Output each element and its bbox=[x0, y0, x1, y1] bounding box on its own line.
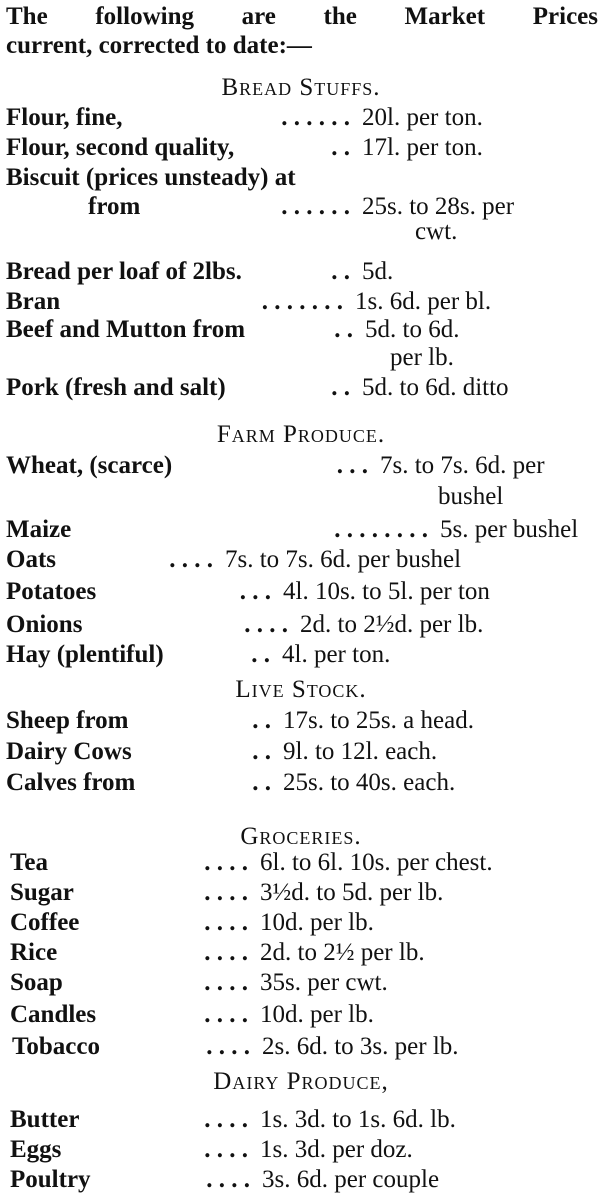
section-heading: Bread Stuffs. bbox=[221, 74, 381, 101]
item-price: 25s. to 28s. per bbox=[362, 193, 515, 220]
item-price: 4l. 10s. to 5l. per ton bbox=[283, 578, 490, 605]
item-label: Flour, second quality, bbox=[6, 134, 235, 161]
item-label: Tea bbox=[10, 849, 48, 876]
item-label: Wheat, (scarce) bbox=[6, 452, 173, 479]
item-price: 10d. per lb. bbox=[260, 909, 374, 936]
dot-leader: . . . . bbox=[169, 546, 213, 573]
item-price: 2d. to 2½ per lb. bbox=[260, 939, 425, 966]
dot-leader: . . bbox=[334, 316, 353, 343]
item-label: Onions bbox=[6, 611, 83, 638]
item-label: from bbox=[88, 193, 141, 220]
dot-leader: . . . . bbox=[204, 849, 248, 876]
item-price: 7s. to 7s. 6d. per bushel bbox=[225, 546, 462, 573]
dot-leader: . . . . bbox=[204, 879, 248, 906]
item-label: Bran bbox=[6, 288, 61, 315]
dot-leader: . . . bbox=[336, 452, 368, 479]
dot-leader: . . . . bbox=[204, 1136, 248, 1163]
item-label: Dairy Cows bbox=[6, 738, 132, 765]
dot-leader: . . bbox=[252, 707, 271, 734]
dot-leader: . . . . bbox=[204, 1001, 248, 1028]
dot-leader: . . . . bbox=[204, 939, 248, 966]
item-price: 10d. per lb. bbox=[260, 1001, 374, 1028]
section-heading: Live Stock. bbox=[235, 676, 367, 703]
dot-leader: . . . . bbox=[204, 1106, 248, 1133]
item-price: 2d. to 2½d. per lb. bbox=[300, 611, 484, 638]
item-price: 3½d. to 5d. per lb. bbox=[260, 879, 444, 906]
item-label: Candles bbox=[10, 1001, 97, 1028]
section-heading: Dairy Produce, bbox=[213, 1068, 389, 1095]
item-price: bushel bbox=[438, 483, 504, 510]
item-label: Coffee bbox=[10, 909, 80, 936]
item-label: Soap bbox=[10, 969, 63, 996]
item-label: Calves from bbox=[6, 769, 136, 796]
item-price: 5s. per bushel bbox=[440, 516, 579, 543]
item-label: Sugar bbox=[10, 879, 74, 906]
item-label: Pork (fresh and salt) bbox=[6, 374, 226, 401]
item-price: 5d. to 6d. bbox=[365, 316, 460, 343]
dot-leader: . . bbox=[331, 258, 350, 285]
item-price: 5d. bbox=[362, 258, 394, 285]
intro-line-1: The following are the Market Prices bbox=[6, 3, 598, 30]
dot-leader: . . bbox=[331, 374, 350, 401]
dot-leader: . . bbox=[331, 134, 350, 161]
item-price: 3s. 6d. per couple bbox=[262, 1166, 440, 1193]
item-price: 25s. to 40s. each. bbox=[283, 769, 456, 796]
dot-leader: . . . . . . . bbox=[261, 288, 343, 315]
item-label: Oats bbox=[6, 546, 56, 573]
dot-leader: . . . . bbox=[204, 909, 248, 936]
item-price: 2s. 6d. to 3s. per lb. bbox=[262, 1033, 459, 1060]
item-price: 4l. per ton. bbox=[282, 641, 391, 668]
dot-leader: . . . . . . bbox=[281, 193, 350, 220]
item-label: Maize bbox=[6, 516, 72, 543]
item-label: Butter bbox=[10, 1106, 80, 1133]
item-price: 20l. per ton. bbox=[362, 104, 483, 131]
item-price: 17l. per ton. bbox=[362, 134, 483, 161]
item-price: 17s. to 25s. a head. bbox=[283, 707, 474, 734]
dot-leader: . . . bbox=[239, 578, 271, 605]
item-price: 6l. to 6l. 10s. per chest. bbox=[260, 849, 493, 876]
dot-leader: . . . . . . bbox=[281, 104, 350, 131]
item-label: Poultry bbox=[10, 1166, 91, 1193]
item-label: Biscuit (prices unsteady) at bbox=[6, 164, 296, 191]
item-price: 7s. to 7s. 6d. per bbox=[380, 452, 545, 479]
item-label: Flour, fine, bbox=[6, 104, 123, 131]
item-price: 5d. to 6d. ditto bbox=[362, 374, 509, 401]
item-price: 1s. 6d. per bl. bbox=[355, 288, 492, 315]
item-label: Eggs bbox=[10, 1136, 62, 1163]
item-price: per lb. bbox=[390, 344, 454, 371]
dot-leader: . . bbox=[252, 738, 271, 765]
dot-leader: . . bbox=[252, 769, 271, 796]
item-price: cwt. bbox=[415, 218, 458, 245]
item-label: Sheep from bbox=[6, 707, 129, 734]
dot-leader: . . . . bbox=[206, 1166, 250, 1193]
section-heading: Farm Produce. bbox=[216, 421, 386, 448]
item-label: Tobacco bbox=[12, 1033, 100, 1060]
item-label: Rice bbox=[10, 939, 58, 966]
item-price: 1s. 3d. per doz. bbox=[260, 1136, 413, 1163]
item-price: 35s. per cwt. bbox=[260, 969, 388, 996]
dot-leader: . . . . . . . . bbox=[334, 516, 428, 543]
dot-leader: . . . . bbox=[204, 969, 248, 996]
dot-leader: . . . . bbox=[206, 1033, 250, 1060]
item-label: Potatoes bbox=[6, 578, 97, 605]
dot-leader: . . . . bbox=[244, 611, 288, 638]
section-heading: Groceries. bbox=[240, 823, 362, 850]
item-label: Hay (plentiful) bbox=[6, 641, 164, 668]
item-label: Bread per loaf of 2lbs. bbox=[6, 258, 242, 285]
item-price: 1s. 3d. to 1s. 6d. lb. bbox=[260, 1106, 456, 1133]
item-price: 9l. to 12l. each. bbox=[283, 738, 438, 765]
item-label: Beef and Mutton from bbox=[6, 316, 246, 343]
dot-leader: . . bbox=[251, 641, 270, 668]
intro-line-2: current, corrected to date:— bbox=[6, 32, 312, 59]
